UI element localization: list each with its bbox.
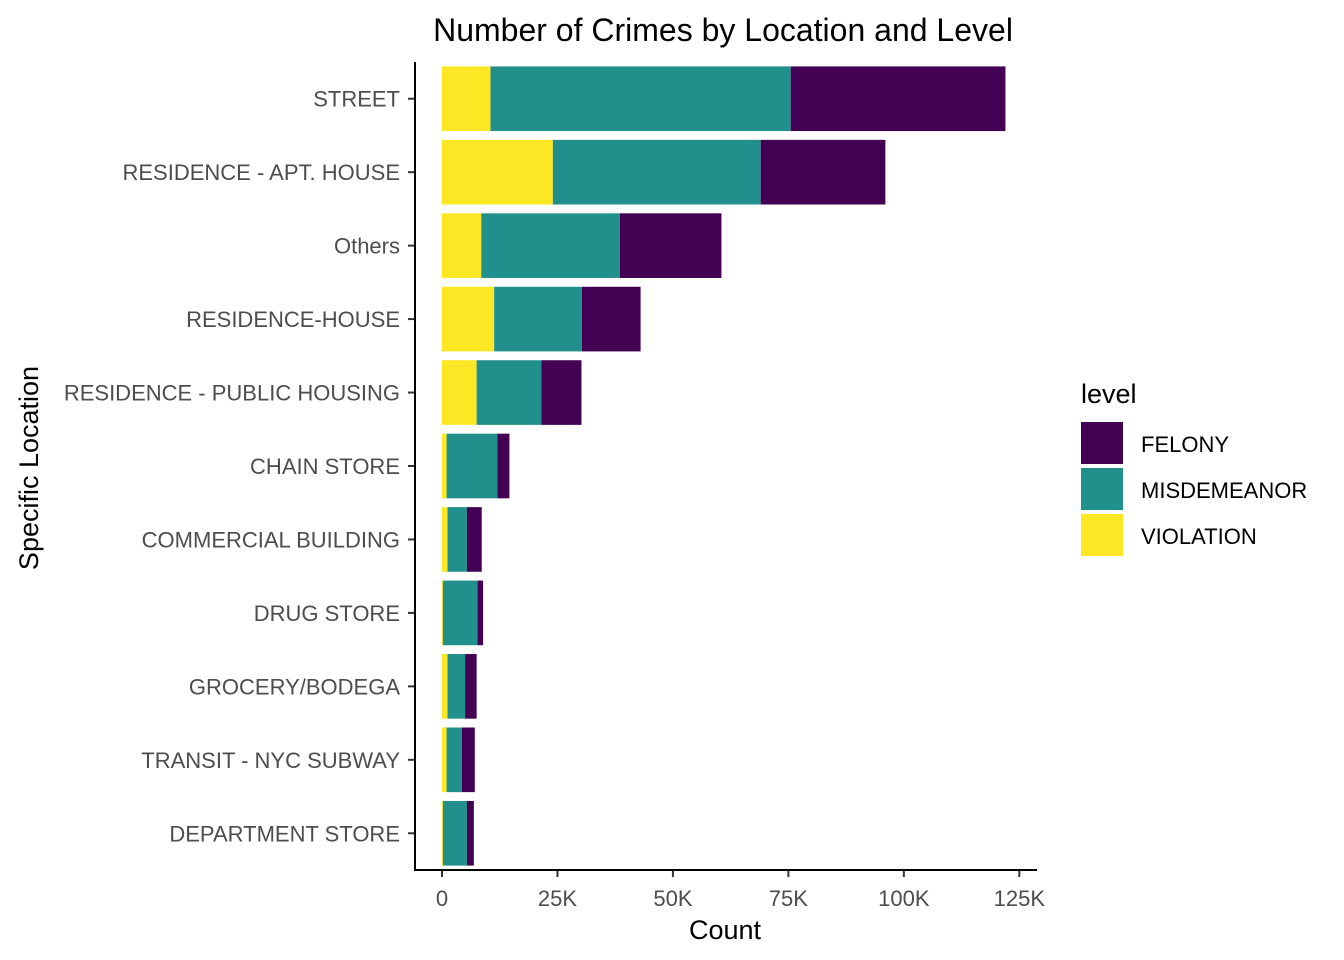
bar-felony (497, 433, 510, 499)
y-tick-label: CHAIN STORE (250, 454, 400, 479)
y-tick-label: STREET (313, 87, 400, 112)
bars-layer (442, 66, 1006, 866)
bar-misdemeanor (494, 286, 582, 352)
bar-felony (466, 800, 474, 866)
legend-key-felony (1081, 422, 1123, 464)
x-tick-label: 75K (769, 886, 808, 911)
bar-misdemeanor (442, 580, 478, 646)
bar-violation (442, 507, 448, 572)
legend-label-misdemeanor: MISDEMEANOR (1141, 478, 1307, 503)
legend-key-violation (1081, 514, 1123, 556)
y-tick-label: DEPARTMENT STORE (169, 821, 400, 846)
bar-felony (760, 139, 886, 205)
y-tick-label: RESIDENCE - APT. HOUSE (122, 160, 400, 185)
bar-violation (442, 800, 443, 866)
bar-misdemeanor (442, 800, 467, 866)
bar-violation (442, 213, 482, 278)
chart-title: Number of Crimes by Location and Level (433, 12, 1013, 48)
bar-misdemeanor (481, 213, 620, 278)
legend-key-misdemeanor (1081, 468, 1123, 510)
bar-violation (442, 139, 553, 205)
bar-violation (442, 286, 495, 352)
bar-violation (442, 66, 491, 132)
bar-felony (581, 286, 641, 352)
bar-felony (541, 360, 582, 425)
bar-felony (465, 654, 477, 719)
y-tick-label: Others (334, 234, 400, 259)
y-tick-label: GROCERY/BODEGA (189, 674, 400, 699)
y-tick-label: RESIDENCE - PUBLIC HOUSING (64, 381, 400, 406)
x-axis: 0 25K 50K 75K 100K 125K (436, 870, 1045, 911)
bar-felony (790, 66, 1006, 132)
bar-violation (442, 654, 448, 719)
bar-felony (477, 580, 484, 646)
y-tick-label: DRUG STORE (254, 601, 400, 626)
y-axis: STREET RESIDENCE - APT. HOUSE Others RESIDE… (64, 87, 415, 846)
x-tick-label: 125K (994, 886, 1046, 911)
bar-misdemeanor (447, 507, 467, 572)
y-tick-label: COMMERCIAL BUILDING (142, 527, 400, 552)
legend-label-felony: FELONY (1141, 432, 1229, 457)
legend: level FELONY MISDEMEANOR VIOLATION (1081, 379, 1307, 556)
bar-felony (619, 213, 722, 278)
x-tick-label: 50K (653, 886, 692, 911)
bar-violation (442, 360, 477, 425)
bar-felony (466, 507, 482, 572)
bar-violation (442, 727, 447, 793)
bar-violation (442, 580, 443, 646)
x-tick-label: 25K (538, 886, 577, 911)
legend-title: level (1081, 379, 1137, 409)
bar-violation (442, 433, 447, 499)
legend-label-violation: VIOLATION (1141, 524, 1257, 549)
x-axis-title: Count (689, 915, 762, 945)
y-tick-label: TRANSIT - NYC SUBWAY (141, 748, 400, 773)
bar-misdemeanor (490, 66, 791, 132)
bar-misdemeanor (446, 433, 498, 499)
y-axis-title: Specific Location (14, 366, 44, 570)
y-tick-label: RESIDENCE-HOUSE (186, 307, 400, 332)
x-tick-label: 0 (436, 886, 448, 911)
x-tick-label: 100K (878, 886, 930, 911)
bar-felony (461, 727, 475, 793)
bar-misdemeanor (446, 727, 462, 793)
bar-misdemeanor (476, 360, 542, 425)
bar-misdemeanor (552, 139, 761, 205)
bar-misdemeanor (447, 654, 466, 719)
